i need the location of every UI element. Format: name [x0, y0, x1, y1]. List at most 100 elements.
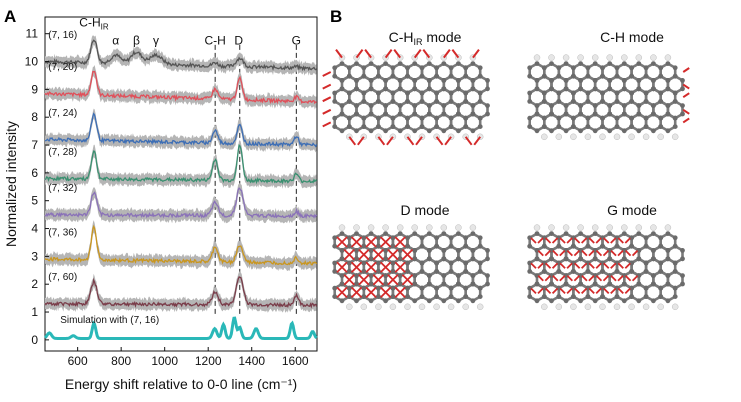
ring	[572, 112, 590, 133]
vector	[401, 248, 414, 261]
carbon-atom	[419, 124, 425, 129]
carbon-atom	[441, 256, 447, 262]
carbon-atom	[651, 103, 656, 108]
carbon-atom	[346, 285, 352, 291]
vector	[581, 275, 588, 282]
carbon-atom	[541, 294, 547, 299]
carbon-atom	[527, 269, 533, 274]
series-band-3	[45, 140, 317, 189]
carbon-atom	[665, 256, 671, 262]
carbon-atom	[339, 248, 345, 253]
carbon-atom	[441, 103, 447, 108]
peak-annotation-1: α	[112, 34, 119, 48]
carbon-atom	[441, 111, 447, 117]
y-tick-label-8: 8	[31, 110, 38, 124]
hydrogen-atom	[657, 303, 664, 311]
carbon-atom	[456, 128, 461, 134]
ring	[543, 282, 561, 303]
series-3: (7, 28)	[44, 140, 318, 189]
ring	[630, 112, 648, 133]
carbon-atom	[456, 78, 461, 83]
carbon-atom	[643, 243, 649, 249]
carbon-atom	[541, 243, 547, 249]
vector	[588, 237, 595, 244]
carbon-atom	[672, 65, 678, 71]
carbon-atom	[397, 103, 403, 108]
carbon-atom	[361, 269, 367, 274]
carbon-atom	[672, 73, 678, 79]
vector	[372, 248, 385, 261]
vector	[566, 275, 574, 282]
carbon-atom	[463, 235, 469, 241]
carbon-atom	[426, 61, 432, 66]
carbon-atom	[556, 243, 562, 249]
vector	[588, 287, 595, 295]
vector	[394, 236, 406, 248]
series-6: (7, 60)	[44, 271, 318, 313]
carbon-atom	[585, 124, 591, 129]
hydrogen-atom	[455, 224, 462, 231]
carbon-atom	[477, 73, 483, 79]
carbon-atom	[477, 260, 483, 266]
vector	[401, 274, 414, 286]
carbon-atom	[534, 111, 540, 117]
carbon-atom	[434, 90, 439, 96]
vector	[574, 287, 581, 295]
carbon-atom	[541, 124, 547, 129]
hydrogen-atom	[353, 224, 360, 231]
carbon-atom	[563, 281, 569, 287]
ring	[557, 112, 575, 133]
carbon-atom	[672, 269, 678, 274]
carbon-atom	[390, 243, 396, 249]
carbon-atom	[485, 281, 490, 287]
carbon-atom	[354, 298, 359, 304]
series-line-6	[44, 276, 318, 309]
carbon-atom	[629, 65, 634, 71]
carbon-atom	[485, 111, 490, 117]
carbon-atom	[405, 115, 410, 121]
carbon-atom	[390, 99, 396, 104]
carbon-atom	[397, 248, 403, 253]
carbon-atom	[361, 243, 367, 249]
carbon-atom	[556, 90, 562, 96]
carbon-atom	[346, 90, 352, 96]
vector	[387, 248, 399, 261]
carbon-atom	[621, 256, 627, 262]
carbon-atom	[346, 243, 352, 249]
vector	[357, 136, 365, 146]
vector	[365, 261, 377, 273]
hydrogen-atom	[426, 224, 433, 231]
vector	[603, 287, 610, 295]
carbon-atom	[658, 115, 664, 121]
vector	[595, 237, 602, 244]
carbon-atom	[397, 273, 403, 278]
carbon-atom	[463, 65, 469, 71]
carbon-atom	[346, 269, 352, 274]
hydrogen-atom	[599, 303, 606, 311]
carbon-atom	[658, 235, 664, 241]
carbon-atom	[672, 99, 678, 104]
carbon-atom	[426, 78, 432, 83]
carbon-atom	[643, 73, 649, 79]
hydrogen-atom	[346, 303, 353, 311]
vector	[322, 121, 332, 128]
vector	[566, 237, 573, 244]
carbon-atom	[361, 65, 367, 71]
vector	[387, 274, 399, 286]
carbon-atom	[383, 298, 388, 304]
carbon-atom	[600, 90, 605, 96]
ring	[630, 282, 648, 303]
ring	[528, 112, 546, 133]
vector	[631, 275, 639, 282]
vector	[372, 274, 385, 286]
carbon-atom	[629, 115, 634, 121]
hydrogen-atom	[613, 303, 621, 311]
x-tick-label-1: 800	[111, 354, 131, 368]
carbon-atom	[463, 115, 469, 121]
vector	[551, 287, 559, 295]
carbon-atom	[470, 248, 476, 253]
peak-annotation-0: C-HIR	[79, 16, 109, 32]
vector	[595, 287, 602, 295]
carbon-atom	[643, 99, 649, 104]
